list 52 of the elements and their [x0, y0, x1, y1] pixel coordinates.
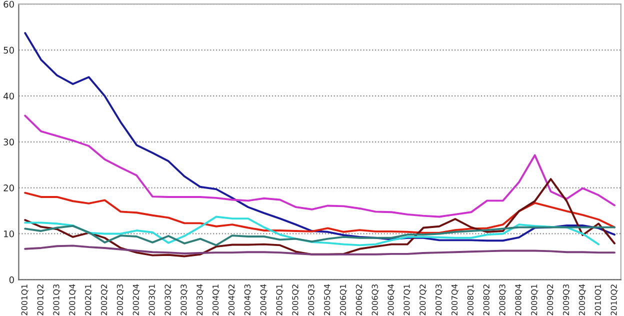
x-tick-label: 2007Q2 — [420, 284, 427, 316]
x-tick-label: 2001Q3 — [53, 284, 60, 316]
x-tick-label: 2003Q2 — [164, 284, 172, 316]
x-tick-label: 2008Q4 — [515, 284, 522, 316]
x-tick-label: 2001Q1 — [21, 284, 28, 316]
x-tick-label: 2006Q3 — [372, 284, 379, 316]
x-tick-label: 2001Q2 — [37, 284, 44, 316]
x-tick-label: 2003Q1 — [148, 284, 156, 316]
x-tick-label: 2010Q1 — [594, 284, 602, 316]
line-series — [24, 178, 616, 258]
line-series — [24, 192, 616, 234]
y-tick-label: 30 — [4, 138, 14, 146]
line-series — [24, 32, 616, 242]
x-tick-label: 2001Q4 — [69, 284, 76, 316]
x-tick-label: 2009Q1 — [531, 284, 538, 316]
x-tick-label: 2007Q3 — [436, 284, 443, 316]
y-tick-label: 0 — [9, 276, 14, 284]
y-tick-label: 20 — [4, 184, 14, 192]
x-tick-label: 2006Q2 — [356, 284, 363, 316]
x-tick-label: 2004Q2 — [228, 284, 236, 316]
x-tick-label: 2006Q4 — [388, 284, 395, 316]
x-tick-label: 2009Q2 — [547, 284, 554, 316]
line-series — [24, 244, 616, 256]
y-tick-label: 40 — [4, 92, 14, 100]
x-tick-label: 2002Q1 — [85, 284, 92, 316]
x-tick-label: 2010Q2 — [610, 284, 618, 316]
line-series — [24, 224, 616, 246]
x-tick-label: 2008Q2 — [483, 284, 490, 316]
x-tick-label: 2006Q1 — [340, 284, 347, 316]
x-tick-label: 2004Q4 — [260, 284, 268, 316]
y-tick-label: 50 — [4, 46, 14, 54]
x-tick-label: 2005Q3 — [308, 284, 316, 316]
x-tick-label: 2002Q3 — [116, 284, 124, 316]
x-tick-label: 2008Q3 — [499, 284, 506, 316]
x-tick-label: 2003Q4 — [196, 284, 204, 316]
x-tick-label: 2004Q1 — [212, 284, 220, 316]
line-series — [24, 114, 616, 218]
x-tick-label: 2009Q4 — [578, 284, 586, 316]
x-tick-label: 2007Q4 — [451, 284, 458, 316]
x-tick-label: 2005Q2 — [292, 284, 300, 316]
x-tick-label: 2004Q3 — [244, 284, 252, 316]
line-series — [24, 216, 600, 246]
x-tick-label: 2007Q1 — [404, 284, 411, 316]
x-tick-label: 2003Q3 — [180, 284, 188, 316]
x-tick-label: 2005Q1 — [276, 284, 284, 316]
x-tick-label: 2008Q1 — [467, 284, 474, 316]
x-tick-label: 2009Q3 — [562, 284, 570, 316]
y-tick-label: 10 — [4, 230, 14, 238]
x-tick-label: 2002Q2 — [100, 284, 108, 316]
x-tick-label: 2005Q4 — [324, 284, 332, 316]
y-tick-label: 60 — [4, 0, 14, 8]
x-tick-label: 2002Q4 — [132, 284, 140, 316]
